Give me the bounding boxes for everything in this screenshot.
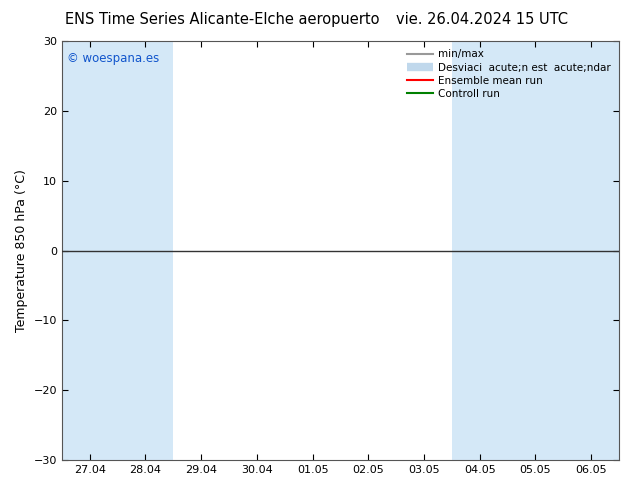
Legend: min/max, Desviaci  acute;n est  acute;ndar, Ensemble mean run, Controll run: min/max, Desviaci acute;n est acute;ndar… [404,46,614,102]
Bar [563,41,619,460]
Y-axis label: Temperature 850 hPa (°C): Temperature 850 hPa (°C) [15,169,28,332]
Text: ENS Time Series Alicante-Elche aeropuerto: ENS Time Series Alicante-Elche aeropuert… [65,12,379,27]
Text: vie. 26.04.2024 15 UTC: vie. 26.04.2024 15 UTC [396,12,568,27]
Text: © woespana.es: © woespana.es [67,51,160,65]
Bar [62,41,118,460]
Bar [452,41,508,460]
Bar [118,41,173,460]
Bar [508,41,563,460]
